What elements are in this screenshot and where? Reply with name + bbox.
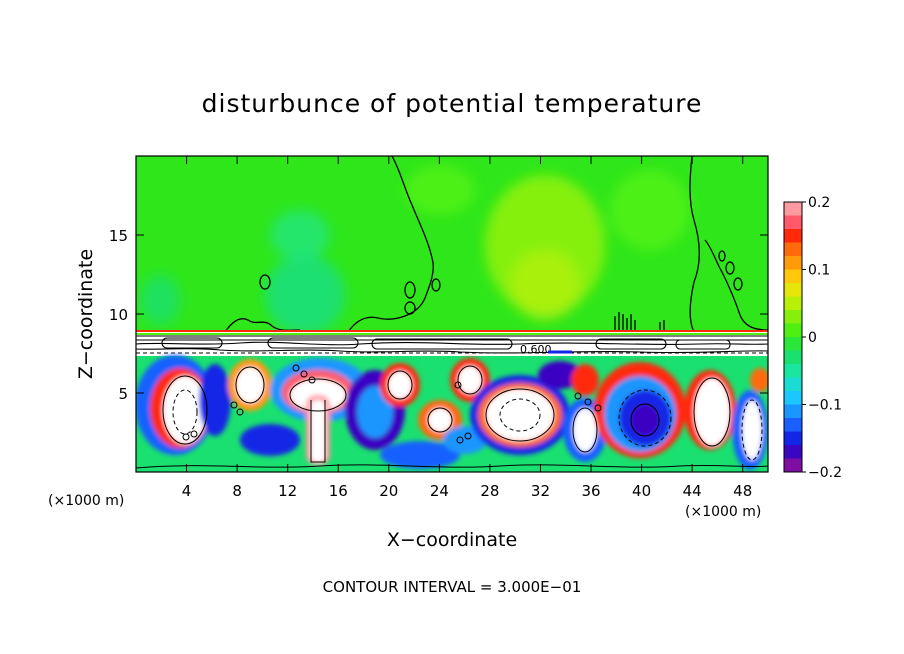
contour-interval-note: CONTOUR INTERVAL = 3.000E−01 [323, 578, 582, 596]
upper-contours [224, 156, 768, 333]
colorbar-swatch [784, 350, 802, 364]
colorbar-ticks: 0.2 0.1 0 −0.1 −0.2 [802, 195, 842, 481]
colorbar-swatch [784, 445, 802, 459]
colorbar-swatch [784, 377, 802, 391]
chart-title: disturbunce of potential temperature [202, 89, 703, 118]
colorbar-swatch [784, 364, 802, 378]
x-axis: 4 8 12 16 20 24 28 32 36 40 44 48 [182, 156, 752, 500]
inversion-contours [136, 335, 768, 354]
y-axis: 5 10 15 [109, 227, 768, 403]
colorbar-swatch [784, 283, 802, 297]
colorbar-swatch [784, 404, 802, 418]
turbulent-contours [136, 364, 768, 469]
y-axis-label: Z−coordinate [75, 249, 97, 379]
x-unit-left: (×1000 m) [48, 493, 124, 509]
upper-patches [140, 165, 690, 335]
colorbar-swatch [784, 202, 802, 216]
y-tick-label: 15 [109, 227, 128, 245]
x-tick-label: 40 [632, 482, 651, 500]
colorbar-tick-label: −0.1 [808, 398, 842, 414]
x-unit-right: (×1000 m) [685, 504, 761, 520]
turbulent-blobs [136, 355, 768, 470]
x-tick-label: 28 [480, 482, 499, 500]
x-tick-label: 4 [182, 482, 192, 500]
colorbar-tick-label: 0 [808, 330, 817, 346]
colorbar-swatch [784, 431, 802, 445]
colorbar-tick-label: 0.1 [808, 263, 830, 279]
colorbar-swatch [784, 391, 802, 405]
colorbar [784, 202, 802, 472]
plot-area: 0.600 [136, 156, 768, 472]
colorbar-swatch [784, 310, 802, 324]
x-tick-label: 24 [430, 482, 449, 500]
colorbar-swatch [784, 323, 802, 337]
contour-label: 0.600 [520, 343, 552, 356]
colorbar-swatch [784, 296, 802, 310]
x-tick-label: 16 [329, 482, 348, 500]
colorbar-swatch [784, 337, 802, 351]
colorbar-swatch [784, 418, 802, 432]
colorbar-swatch [784, 458, 802, 472]
x-tick-label: 20 [379, 482, 398, 500]
x-tick-label: 44 [683, 482, 702, 500]
colorbar-swatch [784, 269, 802, 283]
x-tick-label: 32 [531, 482, 550, 500]
y-tick-label: 5 [118, 385, 128, 403]
y-tick-label: 10 [109, 306, 128, 324]
colorbar-swatch [784, 242, 802, 256]
colorbar-swatch [784, 256, 802, 270]
x-tick-label: 36 [581, 482, 600, 500]
colorbar-tick-label: 0.2 [808, 195, 830, 211]
colorbar-swatch [784, 215, 802, 229]
x-tick-label: 8 [232, 482, 242, 500]
colorbar-tick-label: −0.2 [808, 465, 842, 481]
x-axis-label: X−coordinate [387, 529, 517, 551]
x-tick-label: 48 [733, 482, 752, 500]
x-tick-label: 12 [278, 482, 297, 500]
colorbar-swatch [784, 229, 802, 243]
